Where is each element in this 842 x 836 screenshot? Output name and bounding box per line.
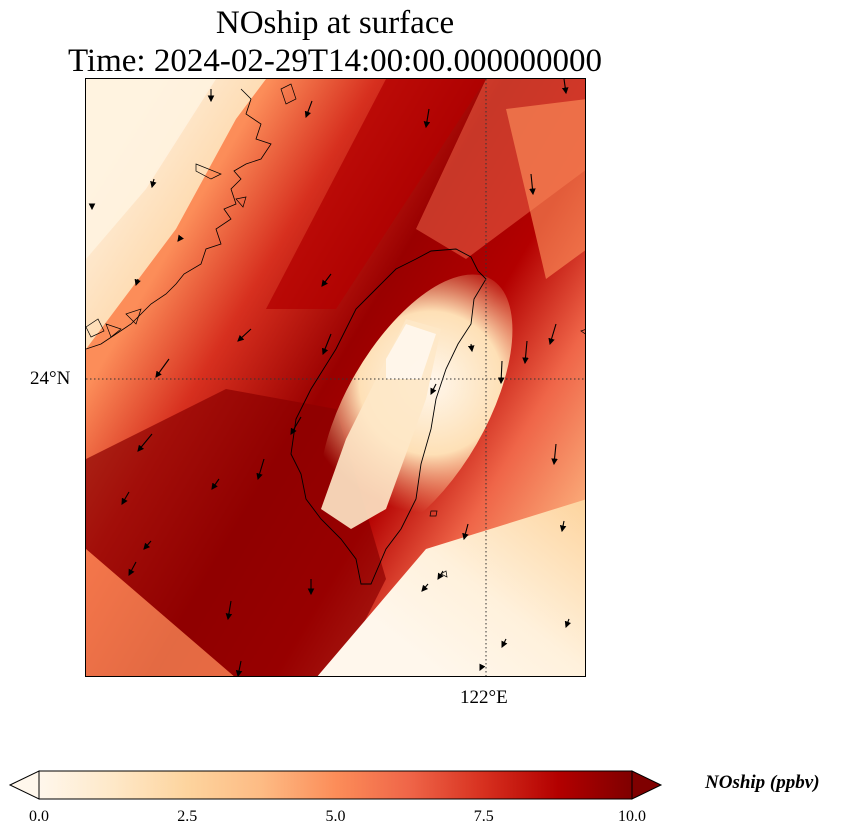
low-concentration-southeast	[317, 499, 585, 676]
wind-arrow	[564, 618, 572, 629]
wind-arrow	[211, 478, 220, 490]
colorbar	[8, 770, 663, 800]
wind-arrow	[479, 663, 486, 671]
colorbar-extend-min	[8, 770, 40, 800]
wind-arrow	[467, 343, 475, 353]
map-time-subtitle: Time: 2024-02-29T14:00:00.000000000	[67, 43, 603, 79]
wind-arrow	[559, 520, 567, 533]
taiwan-coastline	[290, 248, 487, 585]
wind-arrow	[421, 583, 429, 592]
orange-southwest-corner	[86, 549, 234, 676]
colorbar-tick-label: 10.0	[618, 808, 646, 825]
wind-arrow	[121, 491, 130, 505]
map-title: NOship at surface	[215, 5, 455, 41]
wind-arrow	[134, 278, 141, 287]
china-coastline	[86, 88, 272, 350]
colorbar-label: NOship (ppbv)	[705, 772, 820, 793]
wind-arrow	[462, 523, 469, 541]
light-band-northeast	[506, 99, 585, 279]
wind-arrow	[321, 273, 332, 287]
wind-arrow	[551, 443, 558, 466]
wind-arrow	[423, 108, 431, 129]
colorbar-gradient	[38, 770, 633, 800]
wind-arrow	[237, 328, 252, 342]
wind-arrow	[177, 234, 184, 242]
longitude-tick-label: 122°E	[460, 687, 508, 708]
colorbar-tick-label: 2.5	[177, 808, 198, 825]
china-coast-islands	[86, 83, 297, 338]
high-concentration-southwest-core	[86, 389, 386, 676]
wind-arrow	[501, 638, 508, 648]
wind-arrow	[290, 416, 302, 435]
wind-arrow	[437, 570, 444, 580]
wind-arrow	[497, 360, 505, 385]
wind-arrow	[321, 333, 332, 356]
island-whitest	[386, 324, 436, 379]
wind-arrow	[137, 433, 153, 452]
colorbar-tick-label: 0.0	[29, 808, 49, 825]
wind-arrow	[430, 383, 437, 395]
colorbar-extend-max	[631, 770, 663, 800]
colorbar-tick-label: 7.5	[473, 808, 494, 825]
wind-arrow	[150, 178, 157, 189]
wind-arrow	[155, 358, 170, 378]
small-island	[440, 570, 448, 578]
wind-arrow	[529, 173, 536, 196]
wind-vector-field	[88, 79, 572, 676]
map-panel	[85, 78, 586, 677]
high-concentration-north-streak	[266, 79, 486, 309]
wind-arrow	[143, 540, 152, 550]
small-island	[580, 329, 585, 335]
wind-arrow	[225, 600, 233, 621]
colorbar-tick-label: 5.0	[325, 808, 346, 825]
wind-arrow	[304, 100, 313, 119]
wind-arrow	[561, 79, 569, 95]
wind-arrow	[235, 660, 243, 676]
small-island	[429, 510, 438, 517]
wind-arrow	[128, 561, 137, 576]
wind-arrow	[522, 340, 529, 365]
latitude-tick-label: 24°N	[30, 368, 71, 389]
wind-arrow	[548, 323, 557, 346]
wind-arrow	[256, 458, 265, 481]
low-concentration-northwest-core	[86, 79, 216, 259]
